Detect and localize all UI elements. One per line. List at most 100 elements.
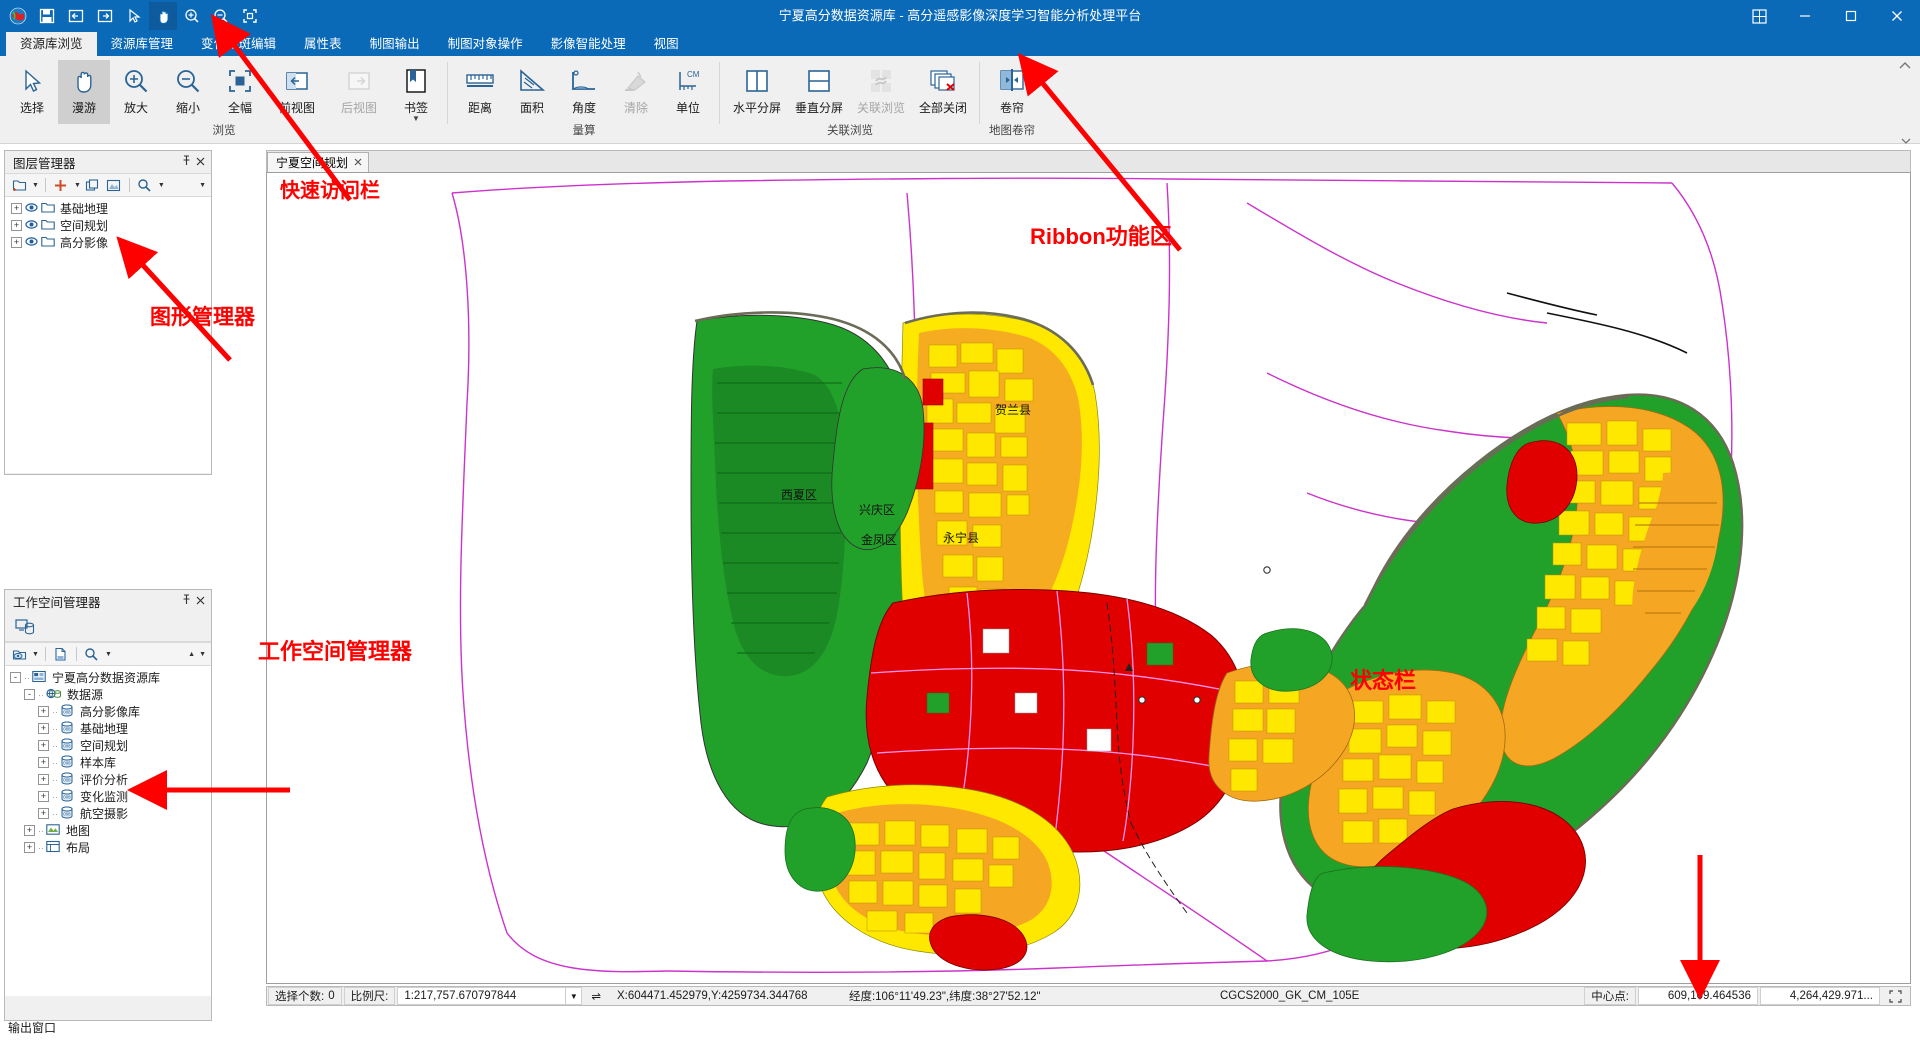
app-logo-icon[interactable] [4,2,32,30]
expander-icon[interactable]: + [38,774,49,785]
ribbon-collapse-icon[interactable] [1896,58,1914,76]
chevron-down-icon[interactable]: ▼ [157,181,165,189]
close-icon[interactable] [354,153,362,173]
chevron-down-icon[interactable]: ▼ [104,650,112,658]
workspace-tree-item[interactable]: + ·· 008 评价分析 [5,771,211,788]
ribbon-expand-icon[interactable] [1898,134,1914,148]
expander-icon[interactable]: + [38,740,49,751]
workspace-tree-item[interactable]: - ·· 数据源 [5,686,211,703]
workspace-tree-item[interactable]: + ·· 008 空间规划 [5,737,211,754]
ribbon-button-full-extent[interactable]: 全幅 [214,60,266,124]
ribbon-button-swipe-roller[interactable]: 卷帘 [986,60,1038,124]
expander-icon[interactable]: + [38,723,49,734]
grid-icon[interactable] [1736,0,1782,32]
minimize-button[interactable] [1782,0,1828,32]
workspace-tree-item[interactable]: + ·· 地图 [5,822,211,839]
expander-icon[interactable]: + [24,825,35,836]
ribbon-button-bookmark[interactable]: 书签 ▼ [390,60,442,124]
ribbon-button-zoom-out[interactable]: 缩小 [162,60,214,124]
layer-tree-item[interactable]: + 高分影像 [5,234,211,251]
save-icon[interactable] [33,2,61,30]
search-icon[interactable] [136,176,154,194]
workspace-tree[interactable]: - ·· 宁夏高分数据资源库 - ·· 数据源 + ·· 008 高分影像库 + ·· 008 基础地理 +… [5,666,211,996]
workspace-tree-item[interactable]: + ·· 008 高分影像库 [5,703,211,720]
copy-layer-icon[interactable] [84,176,102,194]
swap-scale-icon[interactable]: ⇌ [584,987,608,1005]
status-extent-icon[interactable] [1882,987,1909,1005]
expander-icon[interactable]: + [38,706,49,717]
ribbon-button-cursor-arrow[interactable]: 选择 [6,60,58,124]
layer-tree-item[interactable]: + 空间规划 [5,217,211,234]
close-icon[interactable] [193,155,207,169]
ribbon-button-prev-view[interactable]: 前视图 [266,60,328,124]
ribbon-button-zoom-in[interactable]: 放大 [110,60,162,124]
new-layer-icon[interactable] [10,176,28,194]
workspace-tree-item[interactable]: + ·· 008 变化监测 [5,788,211,805]
ribbon-button-unit-cm[interactable]: CM 单位 [662,60,714,124]
ribbon-button-split-vertical[interactable]: 垂直分屏 [788,60,850,124]
output-window-label[interactable]: 输出窗口 [8,1021,57,1035]
toolbar-overflow-icon[interactable]: ▼ [199,650,206,658]
maximize-button[interactable] [1828,0,1874,32]
expander-icon[interactable]: - [10,672,21,683]
workspace-view-icon[interactable] [10,645,28,663]
add-layer-icon[interactable] [52,176,70,194]
document-tab[interactable]: 宁夏空间规划 [267,152,370,173]
tab-6[interactable]: 影像智能处理 [550,37,626,51]
tab-2[interactable]: 变化图斑编辑 [201,37,277,51]
expander-icon[interactable]: + [24,842,35,853]
tab-3[interactable]: 属性表 [304,37,342,51]
workspace-db-icon[interactable] [13,615,37,639]
ribbon-button-pan-hand[interactable]: 漫游 [58,60,110,124]
workspace-tree-item[interactable]: + ·· 008 航空摄影 [5,805,211,822]
expander-icon[interactable]: + [38,808,49,819]
previous-view-icon[interactable] [62,2,90,30]
expander-icon[interactable]: + [11,203,22,214]
search-icon[interactable] [83,645,101,663]
expander-icon[interactable]: + [11,237,22,248]
collapse-icon[interactable]: ▲ [188,650,196,658]
chevron-down-icon[interactable]: ▼ [412,114,420,123]
workspace-tree-item[interactable]: - ·· 宁夏高分数据资源库 [5,669,211,686]
tab-4[interactable]: 制图输出 [369,37,420,51]
chevron-down-icon[interactable]: ▼ [565,988,581,1004]
expander-icon[interactable]: + [38,791,49,802]
tab-1[interactable]: 资源库管理 [110,37,174,51]
layer-property-icon[interactable] [105,176,123,194]
ribbon-button-ruler[interactable]: 距离 [454,60,506,124]
pan-hand-icon[interactable] [149,2,177,30]
tab-5[interactable]: 制图对象操作 [447,37,523,51]
toolbar-overflow-icon[interactable]: ▼ [199,181,206,189]
next-view-icon[interactable] [91,2,119,30]
layer-tree[interactable]: + 基础地理 + 空间规划 + 高分影像 [5,197,211,473]
scale-combobox[interactable]: 1:217,757.670797844 ▼ [397,987,583,1005]
visibility-eye-icon[interactable] [25,235,38,251]
close-button[interactable] [1874,0,1920,32]
expander-icon[interactable]: + [11,220,22,231]
ribbon-button-close-all[interactable]: 全部关闭 [912,60,974,124]
chevron-down-icon[interactable]: ▼ [32,181,39,189]
workspace-tree-item[interactable]: + ·· 008 基础地理 [5,720,211,737]
visibility-eye-icon[interactable] [25,218,38,234]
pin-icon[interactable] [179,594,193,608]
chevron-down-icon[interactable]: ▼ [32,650,39,658]
workspace-tree-item[interactable]: + ·· 布局 [5,839,211,856]
ribbon-button-area-triangle[interactable]: 面积 [506,60,558,124]
close-icon[interactable] [193,594,207,608]
tab-7[interactable]: 视图 [653,37,679,51]
workspace-tree-item[interactable]: + ·· 008 样本库 [5,754,211,771]
pin-icon[interactable] [179,155,193,169]
tab-0[interactable]: 资源库浏览 [6,32,97,56]
zoom-out-icon[interactable] [207,2,235,30]
layer-tree-item[interactable]: + 基础地理 [5,200,211,217]
expander-icon[interactable]: - [24,689,35,700]
visibility-eye-icon[interactable] [25,201,38,217]
expander-icon[interactable]: + [38,757,49,768]
ribbon-button-angle[interactable]: 角度 [558,60,610,124]
map-canvas[interactable]: 贺兰县 西夏区 兴庆区 金凤区 永宁县 [266,172,1911,984]
new-doc-icon[interactable] [52,645,70,663]
zoom-in-icon[interactable] [178,2,206,30]
select-arrow-icon[interactable] [120,2,148,30]
ribbon-button-split-horizontal[interactable]: 水平分屏 [726,60,788,124]
full-extent-icon[interactable] [236,2,264,30]
